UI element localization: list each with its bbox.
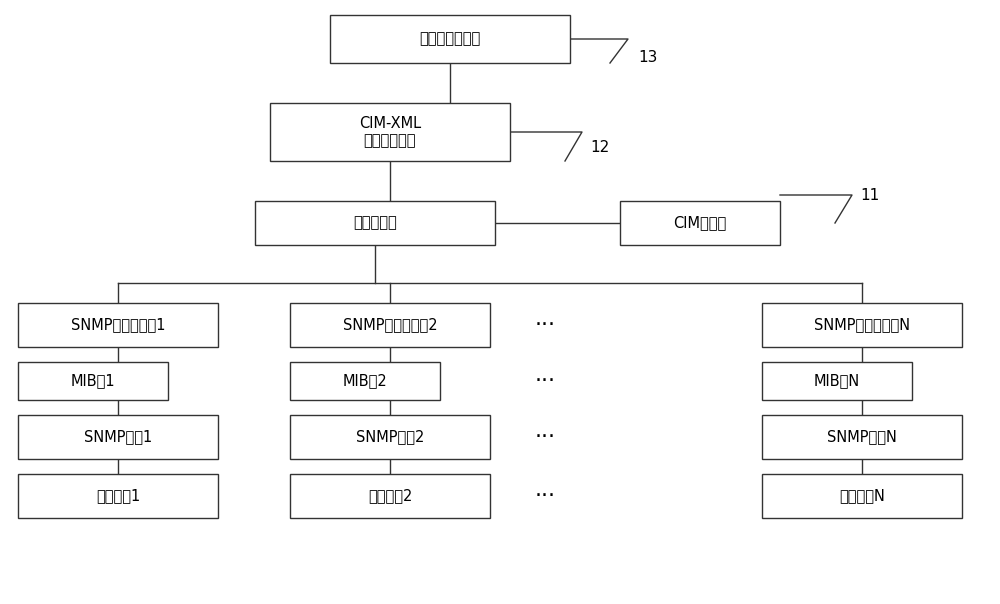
Text: SNMP转换中间件1: SNMP转换中间件1	[71, 318, 165, 332]
Text: SNMP转换中间件2: SNMP转换中间件2	[343, 318, 437, 332]
Text: CIM模型库: CIM模型库	[673, 216, 727, 231]
Text: 11: 11	[860, 187, 879, 202]
Text: MIB库N: MIB库N	[814, 373, 860, 388]
Bar	[18, 474, 218, 518]
Bar	[762, 362, 912, 400]
Bar	[255, 201, 495, 245]
Bar	[762, 474, 962, 518]
Bar	[18, 415, 218, 459]
Bar	[762, 303, 962, 347]
Text: SNMP代理2: SNMP代理2	[356, 429, 424, 445]
Bar	[620, 201, 780, 245]
Text: MIB库1: MIB库1	[71, 373, 115, 388]
Bar	[18, 362, 168, 400]
Text: CIM-XML
报文解析模块: CIM-XML 报文解析模块	[359, 116, 421, 148]
Text: SNMP代理1: SNMP代理1	[84, 429, 152, 445]
Bar	[290, 474, 490, 518]
Text: 存储管理客户端: 存储管理客户端	[419, 31, 481, 47]
Text: 存储设备N: 存储设备N	[839, 489, 885, 504]
Text: 12: 12	[590, 141, 609, 155]
Bar	[290, 415, 490, 459]
Text: 13: 13	[638, 51, 657, 65]
Bar	[330, 15, 570, 63]
Bar	[290, 303, 490, 347]
Bar	[270, 103, 510, 161]
Text: ···: ···	[534, 427, 556, 447]
Bar	[18, 303, 218, 347]
Text: MIB库2: MIB库2	[343, 373, 387, 388]
Text: 存储设备1: 存储设备1	[96, 489, 140, 504]
Bar	[290, 362, 440, 400]
Bar	[762, 415, 962, 459]
Text: 对象管理器: 对象管理器	[353, 216, 397, 231]
Text: ···: ···	[534, 315, 556, 335]
Text: ···: ···	[534, 486, 556, 506]
Text: 存储设备2: 存储设备2	[368, 489, 412, 504]
Text: SNMP代理N: SNMP代理N	[827, 429, 897, 445]
Text: ···: ···	[534, 371, 556, 391]
Text: SNMP转换中间件N: SNMP转换中间件N	[814, 318, 910, 332]
